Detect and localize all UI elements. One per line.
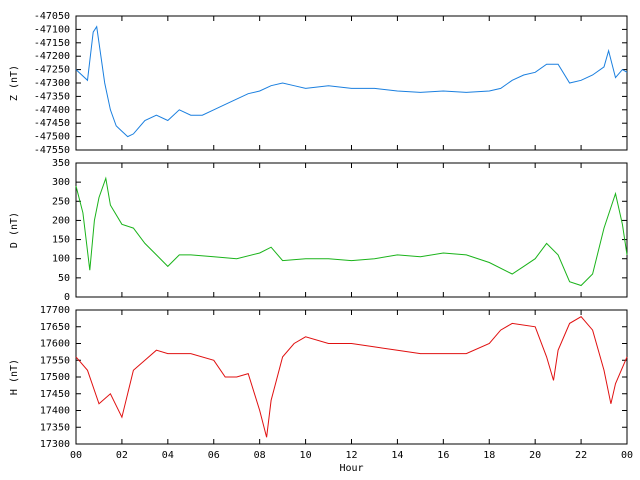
y-tick-label: 0 bbox=[64, 292, 70, 303]
x-tick-label: 00 bbox=[621, 450, 633, 461]
y-tick-label: 350 bbox=[52, 158, 70, 169]
y-tick-label: 17600 bbox=[40, 339, 70, 350]
y-tick-label: 50 bbox=[58, 273, 70, 284]
y-tick-label: 17300 bbox=[40, 439, 70, 450]
y-tick-label: 17350 bbox=[40, 422, 70, 433]
y-tick-label: 17400 bbox=[40, 406, 70, 417]
x-tick-label: 18 bbox=[483, 450, 495, 461]
y-tick-label: 17500 bbox=[40, 372, 70, 383]
x-tick-label: 08 bbox=[254, 450, 266, 461]
y-tick-label: -47300 bbox=[34, 78, 70, 89]
y-tick-label: 200 bbox=[52, 215, 70, 226]
y-tick-label: -47200 bbox=[34, 51, 70, 62]
x-tick-label: 22 bbox=[575, 450, 587, 461]
y-tick-label: 17450 bbox=[40, 389, 70, 400]
y-tick-label: -47350 bbox=[34, 91, 70, 102]
y-tick-label: 17650 bbox=[40, 322, 70, 333]
y-tick-label: 150 bbox=[52, 235, 70, 246]
x-tick-label: 04 bbox=[162, 450, 174, 461]
x-tick-label: 14 bbox=[391, 450, 403, 461]
x-tick-label: 06 bbox=[208, 450, 220, 461]
x-tick-label: 20 bbox=[529, 450, 541, 461]
y-axis-label: D (nT) bbox=[9, 212, 20, 248]
y-tick-label: -47150 bbox=[34, 38, 70, 49]
y-axis-label: Z (nT) bbox=[9, 65, 20, 101]
y-tick-label: -47250 bbox=[34, 65, 70, 76]
x-tick-label: 16 bbox=[437, 450, 449, 461]
plot-frame bbox=[75, 309, 628, 445]
y-tick-label: -47050 bbox=[34, 11, 70, 22]
y-tick-label: 250 bbox=[52, 196, 70, 207]
y-tick-label: 100 bbox=[52, 254, 70, 265]
y-tick-label: -47550 bbox=[34, 145, 70, 156]
y-tick-label: -47500 bbox=[34, 132, 70, 143]
y-tick-label: -47100 bbox=[34, 24, 70, 35]
y-tick-label: 17700 bbox=[40, 305, 70, 316]
x-axis-label: Hour bbox=[339, 463, 363, 474]
y-tick-label: 300 bbox=[52, 177, 70, 188]
x-tick-label: 02 bbox=[116, 450, 128, 461]
y-tick-label: -47450 bbox=[34, 118, 70, 129]
y-tick-label: 17550 bbox=[40, 355, 70, 366]
x-tick-label: 12 bbox=[345, 450, 357, 461]
data-line bbox=[75, 176, 628, 287]
plot-frame bbox=[75, 15, 628, 151]
x-tick-label: 00 bbox=[70, 450, 82, 461]
plot-frame bbox=[75, 162, 628, 298]
y-axis-label: H (nT) bbox=[9, 359, 20, 395]
data-line bbox=[75, 25, 628, 138]
x-tick-label: 10 bbox=[300, 450, 312, 461]
data-line bbox=[75, 316, 628, 438]
y-tick-label: -47400 bbox=[34, 105, 70, 116]
